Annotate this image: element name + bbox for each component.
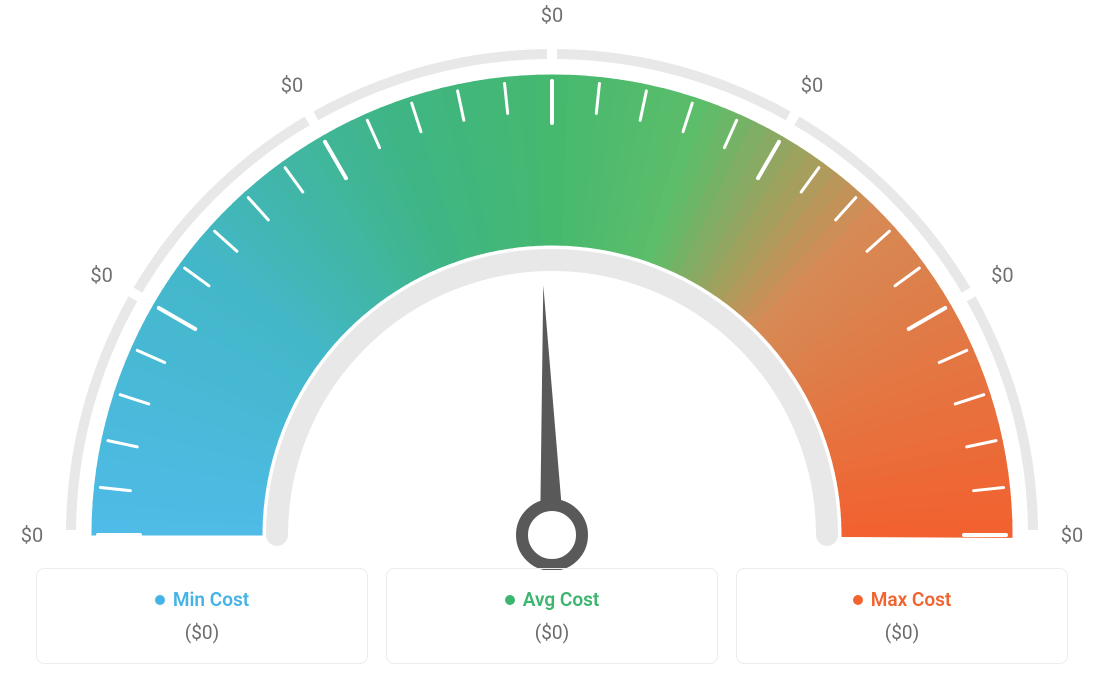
legend-card: Avg Cost ($0) [386, 568, 718, 664]
legend-title: Avg Cost [505, 588, 599, 611]
legend-value: ($0) [535, 621, 569, 644]
needle-hub [522, 505, 582, 565]
needle [540, 285, 564, 535]
legend-dot-icon [155, 595, 165, 605]
legend-label: Min Cost [173, 588, 249, 611]
tick-label: $0 [801, 73, 823, 97]
tick-label: $0 [541, 3, 563, 27]
legend-value: ($0) [185, 621, 219, 644]
legend-dot-icon [853, 595, 863, 605]
legend-dot-icon [505, 595, 515, 605]
tick-label: $0 [1061, 523, 1083, 547]
tick-label: $0 [21, 523, 43, 547]
legend-card: Min Cost ($0) [36, 568, 368, 664]
gauge-chart: $0$0$0$0$0$0$0 [0, 10, 1104, 574]
tick-label: $0 [90, 263, 112, 287]
legend-row: Min Cost ($0) Avg Cost ($0) Max Cost ($0) [36, 568, 1068, 664]
legend-title: Min Cost [155, 588, 249, 611]
tick-label: $0 [991, 263, 1013, 287]
legend-label: Avg Cost [523, 588, 599, 611]
legend-title: Max Cost [853, 588, 952, 611]
legend-value: ($0) [885, 621, 919, 644]
legend-label: Max Cost [871, 588, 952, 611]
tick-label: $0 [281, 73, 303, 97]
legend-card: Max Cost ($0) [736, 568, 1068, 664]
gauge-svg [0, 10, 1104, 570]
